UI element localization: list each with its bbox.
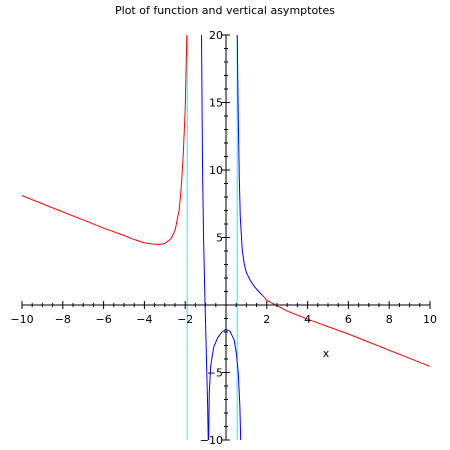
y-tick-label: 10 <box>209 164 223 177</box>
x-tick-label: 4 <box>304 313 311 326</box>
curve-branch-1 <box>262 295 431 367</box>
x-tick-label: 8 <box>386 313 393 326</box>
y-tick-label: 20 <box>209 29 223 42</box>
x-axis-label: x <box>323 347 330 360</box>
curve-branch-0 <box>21 34 188 245</box>
y-tick-label: 15 <box>209 97 223 110</box>
chart-title: Plot of function and vertical asymptotes <box>115 4 335 17</box>
y-tick-label: 5 <box>216 232 223 245</box>
x-tick-label: 10 <box>423 313 437 326</box>
x-tick-label: −2 <box>177 313 193 326</box>
x-tick-label: −4 <box>136 313 152 326</box>
asymptote-layer <box>186 35 238 440</box>
tick-layer: −10 −8 −6 −4 −2 2 4 6 8 10 −10 −5 5 10 15 20 <box>10 29 437 447</box>
y-tick-label: −10 <box>200 434 223 447</box>
y-tick-label: −5 <box>207 367 223 380</box>
x-tick-label: −6 <box>95 313 111 326</box>
x-tick-label: 2 <box>263 313 270 326</box>
curve-branch-4 <box>236 34 264 296</box>
x-tick-label: −10 <box>10 313 33 326</box>
x-tick-label: 6 <box>345 313 352 326</box>
x-tick-label: −8 <box>55 313 71 326</box>
